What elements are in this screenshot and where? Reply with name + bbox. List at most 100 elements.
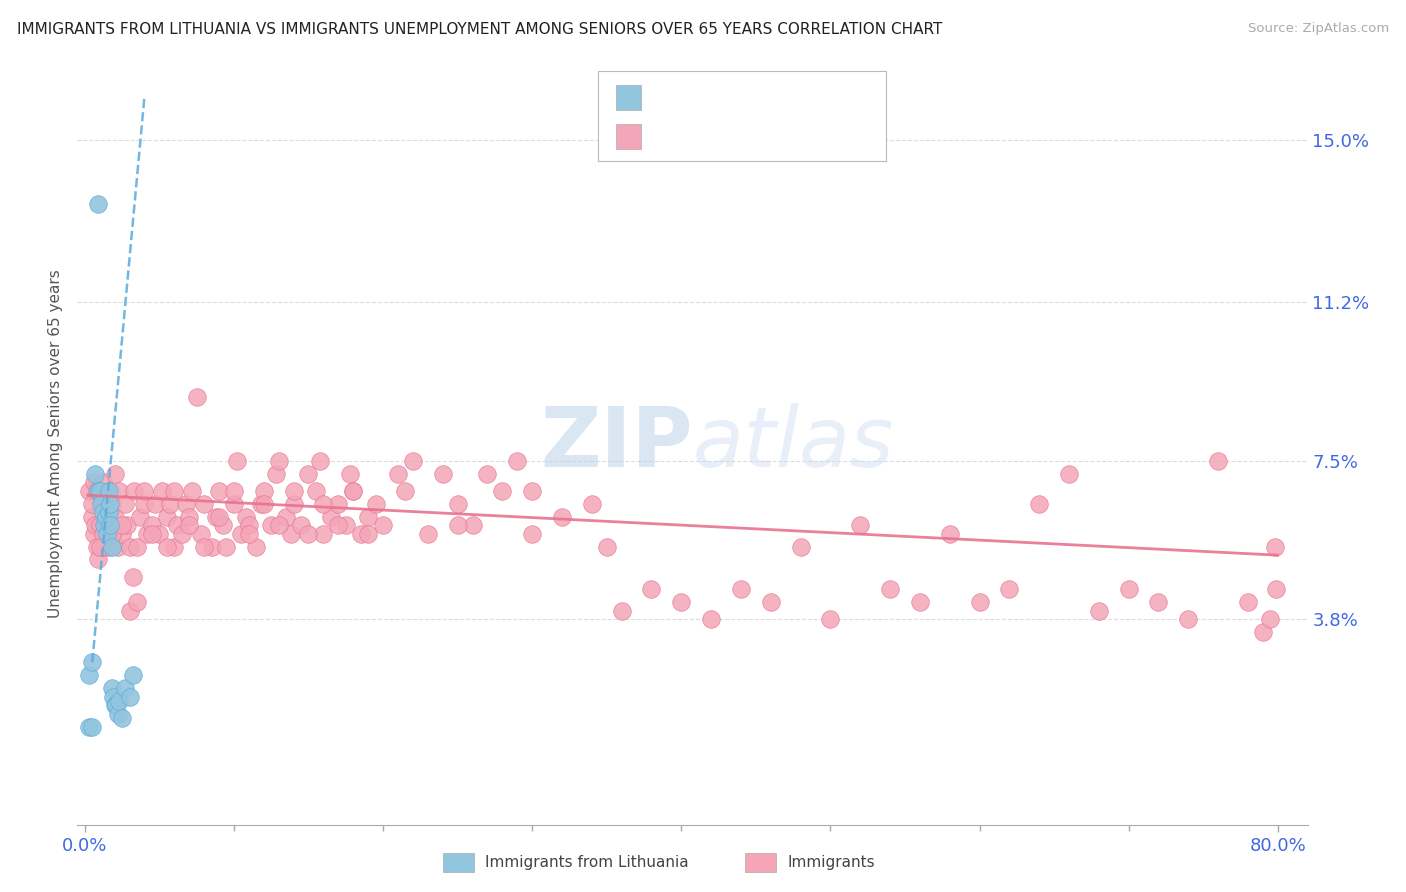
Point	[115, 518, 138, 533]
Point	[125, 540, 148, 554]
Point	[938, 526, 960, 541]
Point	[190, 526, 212, 541]
Point	[170, 526, 193, 541]
Text: Immigrants from Lithuania: Immigrants from Lithuania	[485, 855, 689, 870]
Point	[105, 698, 128, 713]
Point	[312, 526, 335, 541]
Point	[84, 518, 107, 533]
Point	[118, 690, 141, 704]
Point	[1265, 582, 1288, 597]
Point	[90, 497, 112, 511]
Text: Source: ZipAtlas.com: Source: ZipAtlas.com	[1249, 22, 1389, 36]
Point	[1118, 582, 1140, 597]
Point	[581, 497, 603, 511]
Point	[94, 509, 117, 524]
Point	[297, 526, 319, 541]
Point	[94, 518, 117, 533]
Point	[328, 497, 350, 511]
Point	[114, 681, 136, 695]
Point	[104, 509, 127, 524]
Point	[86, 483, 108, 498]
Point	[100, 526, 122, 541]
Point	[93, 540, 115, 554]
Point	[267, 454, 290, 468]
Point	[461, 518, 484, 533]
Point	[849, 518, 872, 533]
Point	[1177, 612, 1199, 626]
Point	[371, 518, 394, 533]
Point	[77, 483, 100, 498]
Point	[319, 509, 342, 524]
Point	[446, 497, 468, 511]
Point	[98, 518, 121, 533]
Point	[98, 518, 121, 533]
Point	[312, 497, 335, 511]
Point	[342, 483, 364, 498]
Point	[174, 497, 197, 511]
Point	[193, 497, 215, 511]
Point	[309, 454, 332, 468]
Point	[118, 540, 141, 554]
Point	[156, 540, 179, 554]
Point	[264, 467, 287, 481]
Point	[1147, 595, 1170, 609]
Point	[107, 540, 129, 554]
Point	[134, 497, 156, 511]
Point	[671, 595, 693, 609]
Point	[121, 569, 143, 583]
Text: R =  0.415   N =  25: R = 0.415 N = 25	[650, 88, 849, 106]
Point	[200, 540, 222, 554]
Point	[235, 509, 257, 524]
Point	[520, 483, 543, 498]
Text: atlas: atlas	[693, 403, 894, 484]
Point	[551, 509, 574, 524]
Point	[879, 582, 901, 597]
Point	[193, 540, 215, 554]
Point	[416, 526, 439, 541]
Point	[163, 540, 186, 554]
Point	[820, 612, 842, 626]
Point	[335, 518, 357, 533]
Point	[87, 197, 110, 211]
Point	[91, 526, 114, 541]
Point	[87, 552, 110, 566]
Point	[297, 467, 319, 481]
Point	[148, 526, 170, 541]
Point	[231, 526, 253, 541]
Text: ZIP: ZIP	[540, 403, 693, 484]
Point	[610, 604, 633, 618]
Point	[225, 454, 247, 468]
Point	[77, 720, 100, 734]
Point	[969, 595, 991, 609]
Point	[111, 518, 134, 533]
Point	[640, 582, 662, 597]
Point	[402, 454, 425, 468]
Point	[357, 526, 380, 541]
Point	[998, 582, 1021, 597]
Y-axis label: Unemployment Among Seniors over 65 years: Unemployment Among Seniors over 65 years	[48, 269, 63, 618]
Point	[357, 509, 380, 524]
Point	[94, 509, 117, 524]
Point	[141, 518, 163, 533]
Point	[305, 483, 328, 498]
Point	[82, 509, 104, 524]
Point	[136, 526, 159, 541]
Point	[267, 518, 290, 533]
Point	[101, 526, 124, 541]
Point	[107, 706, 129, 721]
Point	[432, 467, 454, 481]
Point	[84, 467, 107, 481]
Point	[1251, 625, 1274, 640]
Point	[222, 497, 245, 511]
Point	[1258, 612, 1281, 626]
Point	[166, 518, 188, 533]
Point	[108, 483, 131, 498]
Text: IMMIGRANTS FROM LITHUANIA VS IMMIGRANTS UNEMPLOYMENT AMONG SENIORS OVER 65 YEARS: IMMIGRANTS FROM LITHUANIA VS IMMIGRANTS …	[17, 22, 942, 37]
Point	[245, 540, 267, 554]
Point	[98, 497, 121, 511]
Point	[89, 483, 111, 498]
Point	[520, 526, 543, 541]
Point	[253, 483, 276, 498]
Point	[491, 483, 513, 498]
Point	[1088, 604, 1111, 618]
